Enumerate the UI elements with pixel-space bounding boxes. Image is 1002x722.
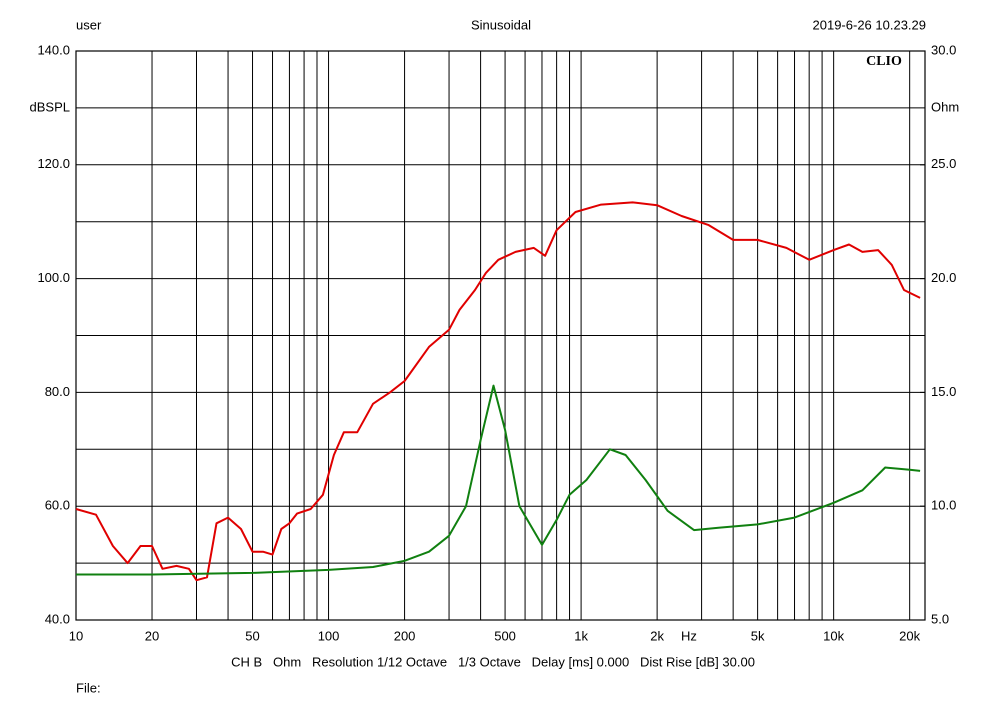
x-tick-label: 20 [145,628,159,643]
y2-tick-label: 30.0 [931,42,956,57]
x-tick-label: 200 [394,628,416,643]
plot-border [75,50,926,621]
header-right: 2019-6-26 10.23.29 [813,17,926,32]
logo: CLIO [866,54,902,69]
y-tick-label: 120.0 [37,156,70,171]
y2-tick-label: 5.0 [931,611,949,626]
series-line [75,201,921,582]
y2-axis-label: Ohm [931,99,959,114]
y-tick-label: 100.0 [37,270,70,285]
y-tick-label: 60.0 [45,498,70,513]
y-tick-label: 140.0 [37,42,70,57]
x-tick-label: 1k [574,628,588,643]
header-left: user [76,17,102,32]
y2-tick-label: 15.0 [931,384,956,399]
file-label: File: [76,680,101,695]
x-tick-label: 100 [318,628,340,643]
footer: CH B Ohm Resolution 1/12 Octave 1/3 Octa… [231,654,755,669]
y-tick-label: 80.0 [45,384,70,399]
y2-tick-label: 10.0 [931,498,956,513]
x-tick-label: 2k [650,628,664,643]
x-tick-label: 5k [751,628,765,643]
y-axis-label: dBSPL [30,99,70,114]
x-tick-label: 500 [494,628,516,643]
chart-title: Sinusoidal [471,17,531,32]
y-tick-label: 40.0 [45,611,70,626]
y2-tick-label: 20.0 [931,270,956,285]
x-axis-label: Hz [681,628,697,643]
x-tick-label: 10 [69,628,83,643]
x-tick-label: 20k [899,628,920,643]
y2-tick-label: 25.0 [931,156,956,171]
x-tick-label: 10k [823,628,844,643]
series-line [76,384,921,576]
x-tick-label: 50 [245,628,259,643]
